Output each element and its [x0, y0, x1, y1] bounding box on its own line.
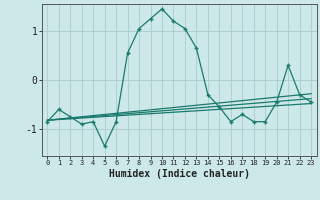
X-axis label: Humidex (Indice chaleur): Humidex (Indice chaleur) — [109, 169, 250, 179]
